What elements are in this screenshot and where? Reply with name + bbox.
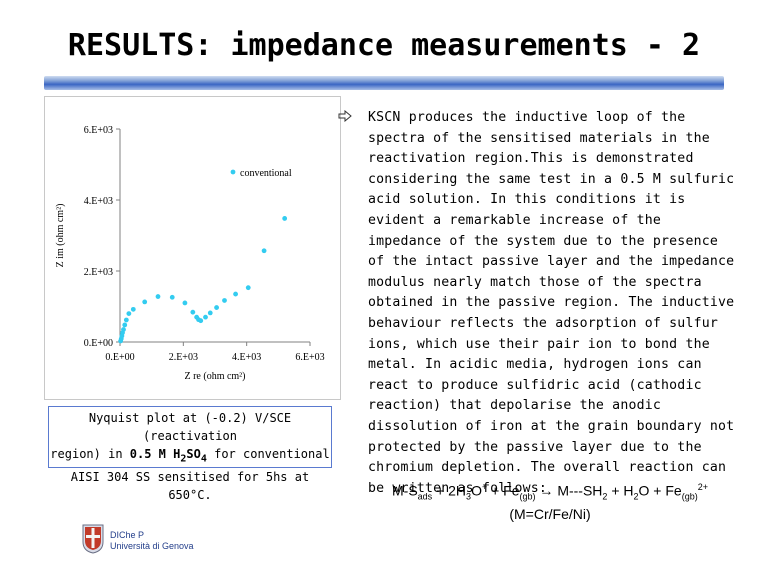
y-tick-label: 2.E+03: [84, 267, 113, 278]
data-point: [130, 306, 136, 312]
y-tick-label: 4.E+03: [84, 196, 113, 207]
x-tick-label: 2.E+03: [169, 352, 198, 363]
data-point: [245, 285, 251, 291]
data-point: [207, 310, 213, 316]
caption-line-3: AISI 304 SS sensitised for 5hs at 650°C.: [70, 470, 310, 503]
data-point: [214, 305, 219, 310]
chart-legend: conventional: [230, 168, 292, 179]
title-underline-bar: [44, 76, 724, 90]
data-point: [155, 294, 161, 299]
chart-axes: 0.E+00 2.E+03 4.E+03 6.E+03 0.E+00 2.E+03 4.E+…: [55, 125, 325, 382]
data-point: [169, 294, 175, 300]
institution-dept: DIChe P: [110, 530, 145, 540]
data-point: [233, 291, 238, 297]
institution-label: DIChe P Università di Genova: [110, 530, 194, 552]
data-point: [190, 309, 196, 315]
data-point: [198, 318, 204, 324]
legend-label: conventional: [240, 168, 292, 179]
x-tick-label: 4.E+03: [232, 352, 261, 363]
data-point: [123, 317, 129, 323]
data-point: [126, 311, 132, 316]
data-point: [121, 327, 126, 332]
x-tick-label: 0.E+00: [105, 352, 134, 363]
y-tick-label: 6.E+03: [84, 125, 113, 136]
x-axis-label: Z re (ohm cm²): [184, 371, 245, 382]
data-point: [122, 322, 128, 328]
data-point: [203, 314, 208, 320]
legend-marker: [230, 169, 236, 175]
chart-svg: 0.E+00 2.E+03 4.E+03 6.E+03 0.E+00 2.E+03 4.E+…: [55, 125, 325, 382]
page-title: RESULTS: impedance measurements - 2: [67, 28, 701, 63]
data-point: [261, 248, 267, 254]
chart-points: [118, 216, 288, 344]
institution-university: Università di Genova: [110, 541, 194, 551]
data-point: [282, 216, 288, 221]
data-point: [222, 298, 227, 303]
caption-text: region) in: [50, 447, 130, 461]
y-axis-label: Z im (ohm cm²): [55, 204, 66, 268]
reaction-equation: M-Sads + 2H3O+ + Fe(gb) → M---SH2 + H2O …: [350, 478, 750, 523]
data-point: [182, 300, 188, 306]
x-tick-label: 6.E+03: [295, 352, 324, 363]
nyquist-chart: 0.E+00 2.E+03 4.E+03 6.E+03 0.E+00 2.E+03 4.E+…: [44, 96, 341, 400]
caption-line-1: Nyquist plot at (-0.2) V/SCE (reactivati…: [88, 411, 292, 443]
data-point: [142, 299, 148, 305]
y-tick-label: 0.E+00: [84, 338, 113, 349]
equation-line-2: (M=Cr/Fe/Ni): [509, 506, 591, 523]
arrow-right-icon: [338, 109, 352, 126]
body-paragraph: KSCN produces the inductive loop of the …: [368, 110, 735, 496]
caption-text: for conventional: [206, 447, 330, 461]
figure-caption: Nyquist plot at (-0.2) V/SCE (reactivati…: [48, 406, 332, 502]
equation-line-1: M-Sads + 2H3O+ + Fe(gb) → M---SH2 + H2O …: [392, 482, 708, 502]
caption-concentration: 0.5 M H2SO4: [129, 447, 207, 465]
caption-line-2: region) in 0.5 M H2SO4 for conventional: [49, 445, 331, 468]
university-crest-icon: [82, 524, 104, 554]
